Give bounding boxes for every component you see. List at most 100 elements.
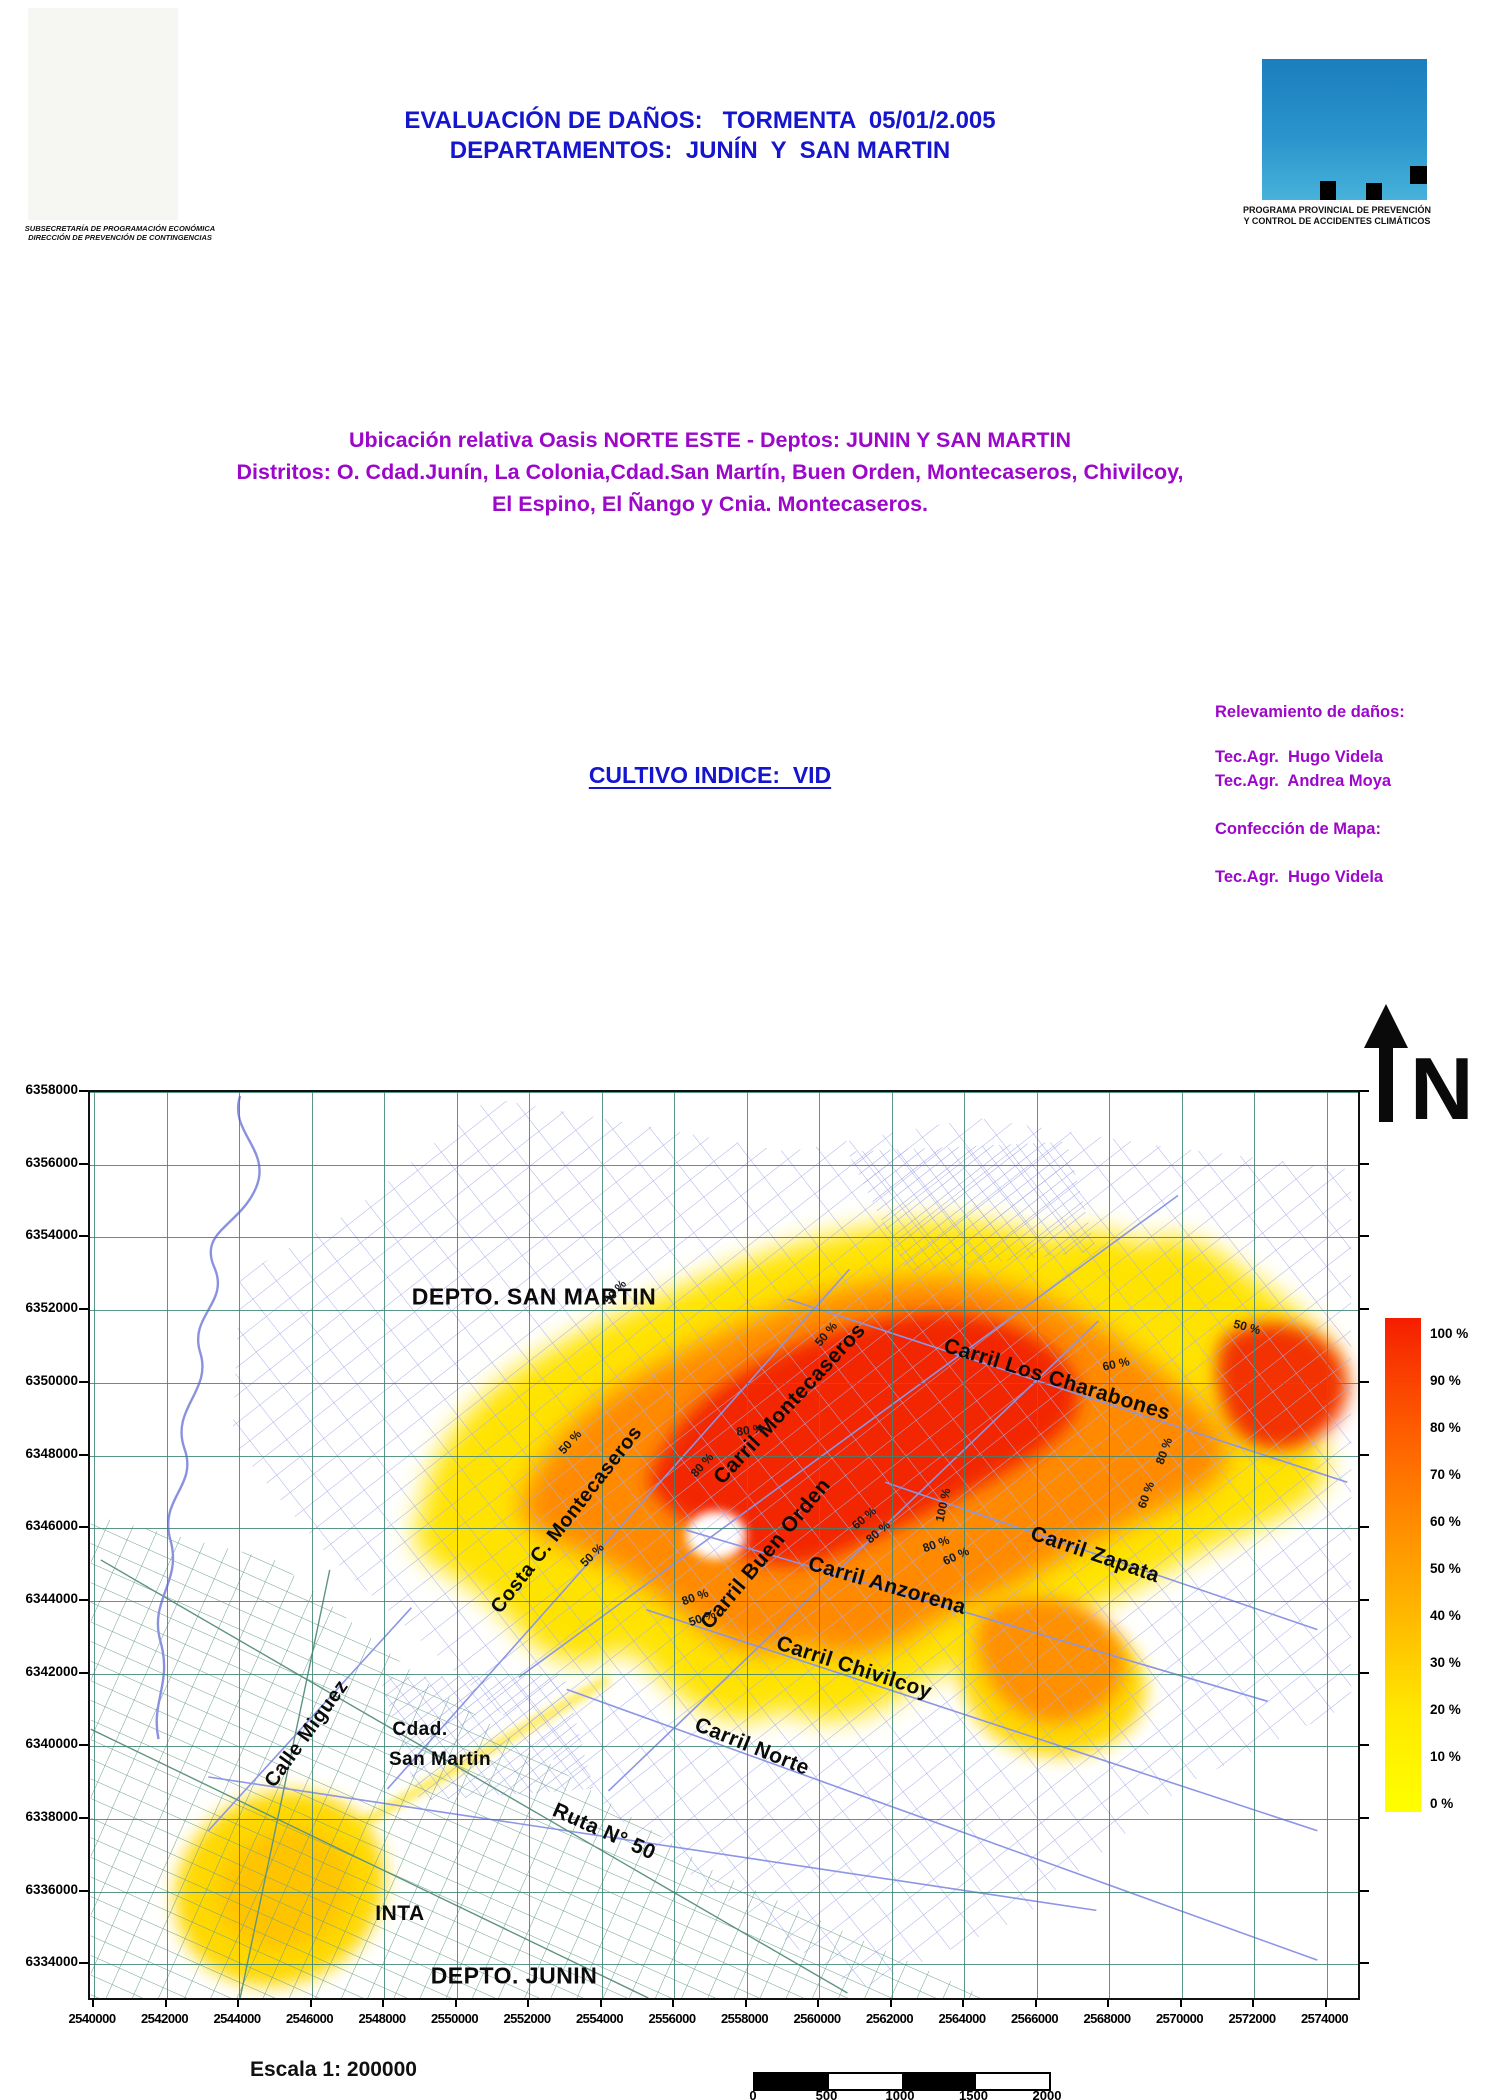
legend-value-label: 80 % [1430, 1420, 1461, 1435]
y-axis-tick [79, 1962, 88, 1965]
legend-value-label: 20 % [1430, 1702, 1461, 1717]
map-region-label: San Martin [388, 1749, 492, 1770]
x-axis-label: 2540000 [68, 2011, 116, 2026]
x-axis-tick [1324, 2000, 1327, 2007]
y-axis-tick-right [1360, 1817, 1369, 1819]
x-axis-tick [382, 2000, 384, 2007]
grid-line-horizontal [90, 1891, 1358, 1893]
x-axis-tick [599, 2000, 602, 2007]
legend-value-label: 30 % [1430, 1655, 1461, 1670]
x-axis-label: 2564000 [938, 2011, 986, 2026]
legend-value-label: 60 % [1430, 1514, 1461, 1529]
scale-bar-label: 500 [815, 2088, 838, 2100]
x-axis-label: 2550000 [430, 2011, 479, 2026]
legend-value-label: 50 % [1430, 1561, 1461, 1576]
y-axis-label: 6352000 [25, 1300, 78, 1316]
y-axis-label: 6344000 [25, 1590, 78, 1606]
y-axis-tick-right [1360, 1598, 1369, 1601]
surveyor-2: Tec.Agr. Andrea Moya [1215, 772, 1392, 790]
legend-value-label: 100 % [1430, 1326, 1469, 1341]
grid-line-horizontal [90, 1819, 1358, 1820]
y-axis-label: 6334000 [25, 1954, 78, 1970]
grid-line-vertical [311, 1092, 313, 1998]
program-caption-line1: PROGRAMA PROVINCIAL DE PREVENCIÓN [1242, 205, 1432, 215]
x-axis-tick [309, 2000, 312, 2007]
grid-line-vertical [964, 1092, 965, 1998]
x-axis-label: 2570000 [1155, 2011, 1204, 2026]
y-axis-tick [79, 1889, 88, 1892]
grid-line-vertical [819, 1092, 820, 1998]
grid-line-horizontal [90, 1528, 1358, 1530]
x-axis-tick [889, 2000, 892, 2007]
y-axis-label: 6350000 [25, 1372, 78, 1388]
x-axis-tick [237, 2000, 239, 2007]
agency-caption: SUBSECRETARÍA DE PROGRAMACIÓN ECONÓMICA … [0, 224, 240, 242]
x-axis-label: 2556000 [648, 2011, 696, 2026]
y-axis-label: 6340000 [25, 1736, 78, 1752]
grid-line-vertical [384, 1092, 385, 1998]
legend-value-label: 0 % [1430, 1796, 1454, 1811]
x-axis-label: 2542000 [140, 2011, 189, 2026]
scale-bar-segment [828, 2074, 902, 2089]
grid-line-vertical [1326, 1092, 1328, 1998]
map-region-label: DEPTO. SAN MARTIN [411, 1283, 657, 1310]
grid-line-vertical [166, 1092, 168, 1998]
scale-bar-segment [902, 2074, 976, 2089]
grid-line-horizontal [90, 1455, 1358, 1457]
legend-value-label: 40 % [1430, 1608, 1461, 1623]
x-axis-label: 2558000 [720, 2011, 769, 2026]
x-axis-label: 2560000 [793, 2011, 841, 2026]
x-axis-label: 2546000 [285, 2011, 334, 2026]
y-axis-tick-right [1360, 1671, 1369, 1674]
crop-index-title: CULTIVO INDICE: VID [588, 762, 832, 788]
scale-bar-label: 1500 [959, 2088, 988, 2100]
location-subtitle: Ubicación relativa Oasis NORTE ESTE - De… [45, 424, 1375, 520]
grid-line-vertical [94, 1092, 95, 1998]
subtitle-line3: El Espino, El Ñango y Cnia. Montecaseros… [491, 492, 929, 516]
survey-heading: Relevamiento de daños: [1215, 703, 1405, 721]
x-axis-tick [527, 2000, 529, 2007]
grid-line-vertical [891, 1092, 893, 1998]
y-axis-label: 6342000 [25, 1663, 78, 1679]
y-axis-tick [79, 1526, 88, 1529]
y-axis-tick-right [1360, 1744, 1369, 1747]
scale-bar-label: 2000 [1032, 2088, 1062, 2100]
subtitle-line2: Distritos: O. Cdad.Junín, La Colonia,Cda… [236, 460, 1184, 484]
grid-line-horizontal [90, 1092, 1358, 1093]
north-arrow-stem [1379, 1042, 1393, 1122]
grid-line-horizontal [90, 1310, 1358, 1312]
map-region-label: DEPTO. JUNIN [430, 1962, 598, 1989]
y-axis-tick [79, 1090, 88, 1092]
y-axis-tick [79, 1235, 88, 1238]
agency-caption-line1: SUBSECRETARÍA DE PROGRAMACIÓN ECONÓMICA [24, 224, 216, 233]
x-axis-label: 2562000 [865, 2011, 914, 2026]
y-axis-tick [79, 1817, 88, 1819]
y-axis-label: 6338000 [25, 1809, 78, 1824]
y-axis-tick [79, 1671, 88, 1674]
grid-line-horizontal [90, 1964, 1358, 1966]
x-axis-tick [1034, 2000, 1037, 2007]
x-axis-label: 2552000 [503, 2011, 551, 2026]
legend-value-label: 10 % [1430, 1749, 1461, 1764]
y-axis-tick [79, 1453, 88, 1456]
map-author: Tec.Agr. Hugo Videla [1215, 868, 1384, 886]
title-line2: DEPARTAMENTOS: JUNÍN Y SAN MARTIN [449, 137, 951, 164]
logo-mark [1366, 183, 1382, 200]
map-canvas: DEPTO. SAN MARTIN Carril Montecaseros Cost… [88, 1090, 1360, 2000]
legend-value-label: 70 % [1430, 1467, 1461, 1482]
y-axis-tick [79, 1380, 88, 1383]
grid-line-vertical [1036, 1092, 1038, 1998]
north-arrow-head [1364, 1004, 1408, 1048]
x-axis-tick [164, 2000, 167, 2007]
grid-line-vertical [674, 1092, 675, 1998]
logo-mark [1320, 181, 1336, 200]
y-axis-tick-right [1360, 1162, 1369, 1165]
y-axis-label: 6354000 [25, 1227, 78, 1243]
grid-line-vertical [1109, 1092, 1110, 1998]
y-axis-tick-right [1360, 1090, 1369, 1092]
grid-line-horizontal [90, 1164, 1358, 1166]
grid-line-horizontal [90, 1600, 1358, 1602]
y-axis-label: 6346000 [25, 1518, 78, 1534]
y-axis-tick-right [1360, 1308, 1369, 1311]
